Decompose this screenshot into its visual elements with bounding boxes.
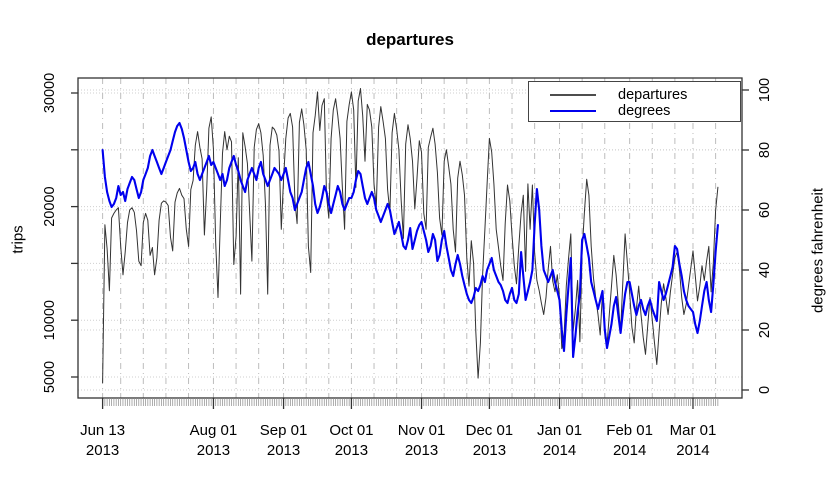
x-axis-tick-label-line1: Jan 01 [537, 422, 582, 439]
left-axis-tick-label: 10000 [42, 300, 58, 340]
x-axis-tick-label-line1: Sep 01 [260, 422, 308, 439]
x-axis-tick-label-line1: Dec 01 [466, 422, 514, 439]
x-axis-tick-label-line1: Jun 13 [80, 422, 125, 439]
x-axis-tick-label-line2: 2013 [86, 442, 119, 459]
x-axis-tick-label-line1: Feb 01 [606, 422, 653, 439]
legend-row-departures: departures [529, 87, 740, 103]
legend-row-degrees: degrees [529, 103, 740, 119]
left-axis-tick-label: 30000 [42, 73, 58, 113]
right-axis-tick-label: 60 [757, 202, 773, 218]
x-axis-tick-label-line2: 2014 [613, 442, 646, 459]
degrees-line-swatch [550, 110, 596, 112]
x-axis-tick-label-line2: 2013 [405, 442, 438, 459]
right-axis-tick-label: 40 [757, 262, 773, 278]
departures-series-line [102, 88, 719, 384]
x-axis-tick-label-line2: 2013 [197, 442, 230, 459]
x-axis-tick-label-line1: Oct 01 [329, 422, 373, 439]
x-axis-tick-label-line1: Mar 01 [670, 422, 717, 439]
left-axis-tick-label: 5000 [42, 361, 58, 393]
legend: departures degrees [528, 81, 741, 122]
legend-label-degrees: degrees [618, 102, 671, 119]
x-axis-tick-label-line2: 2014 [676, 442, 709, 459]
right-axis-tick-label: 0 [757, 386, 773, 394]
x-axis-tick-label-line1: Nov 01 [398, 422, 446, 439]
x-axis-tick-label-line2: 2013 [267, 442, 300, 459]
x-axis-tick-label-line2: 2014 [543, 442, 576, 459]
right-axis-tick-label: 20 [757, 322, 773, 338]
x-axis-tick-label-line2: 2013 [473, 442, 506, 459]
x-axis-tick-label-line1: Aug 01 [190, 422, 238, 439]
chart-title: departures [366, 30, 454, 49]
degrees-series-line [101, 121, 719, 359]
departures-line-swatch [550, 94, 596, 96]
legend-label-departures: departures [618, 86, 688, 103]
x-axis-tick-label-line2: 2013 [335, 442, 368, 459]
right-axis-tick-label: 100 [757, 78, 773, 102]
right-axis-tick-label: 80 [757, 142, 773, 158]
left-axis-tick-label: 20000 [42, 186, 58, 226]
